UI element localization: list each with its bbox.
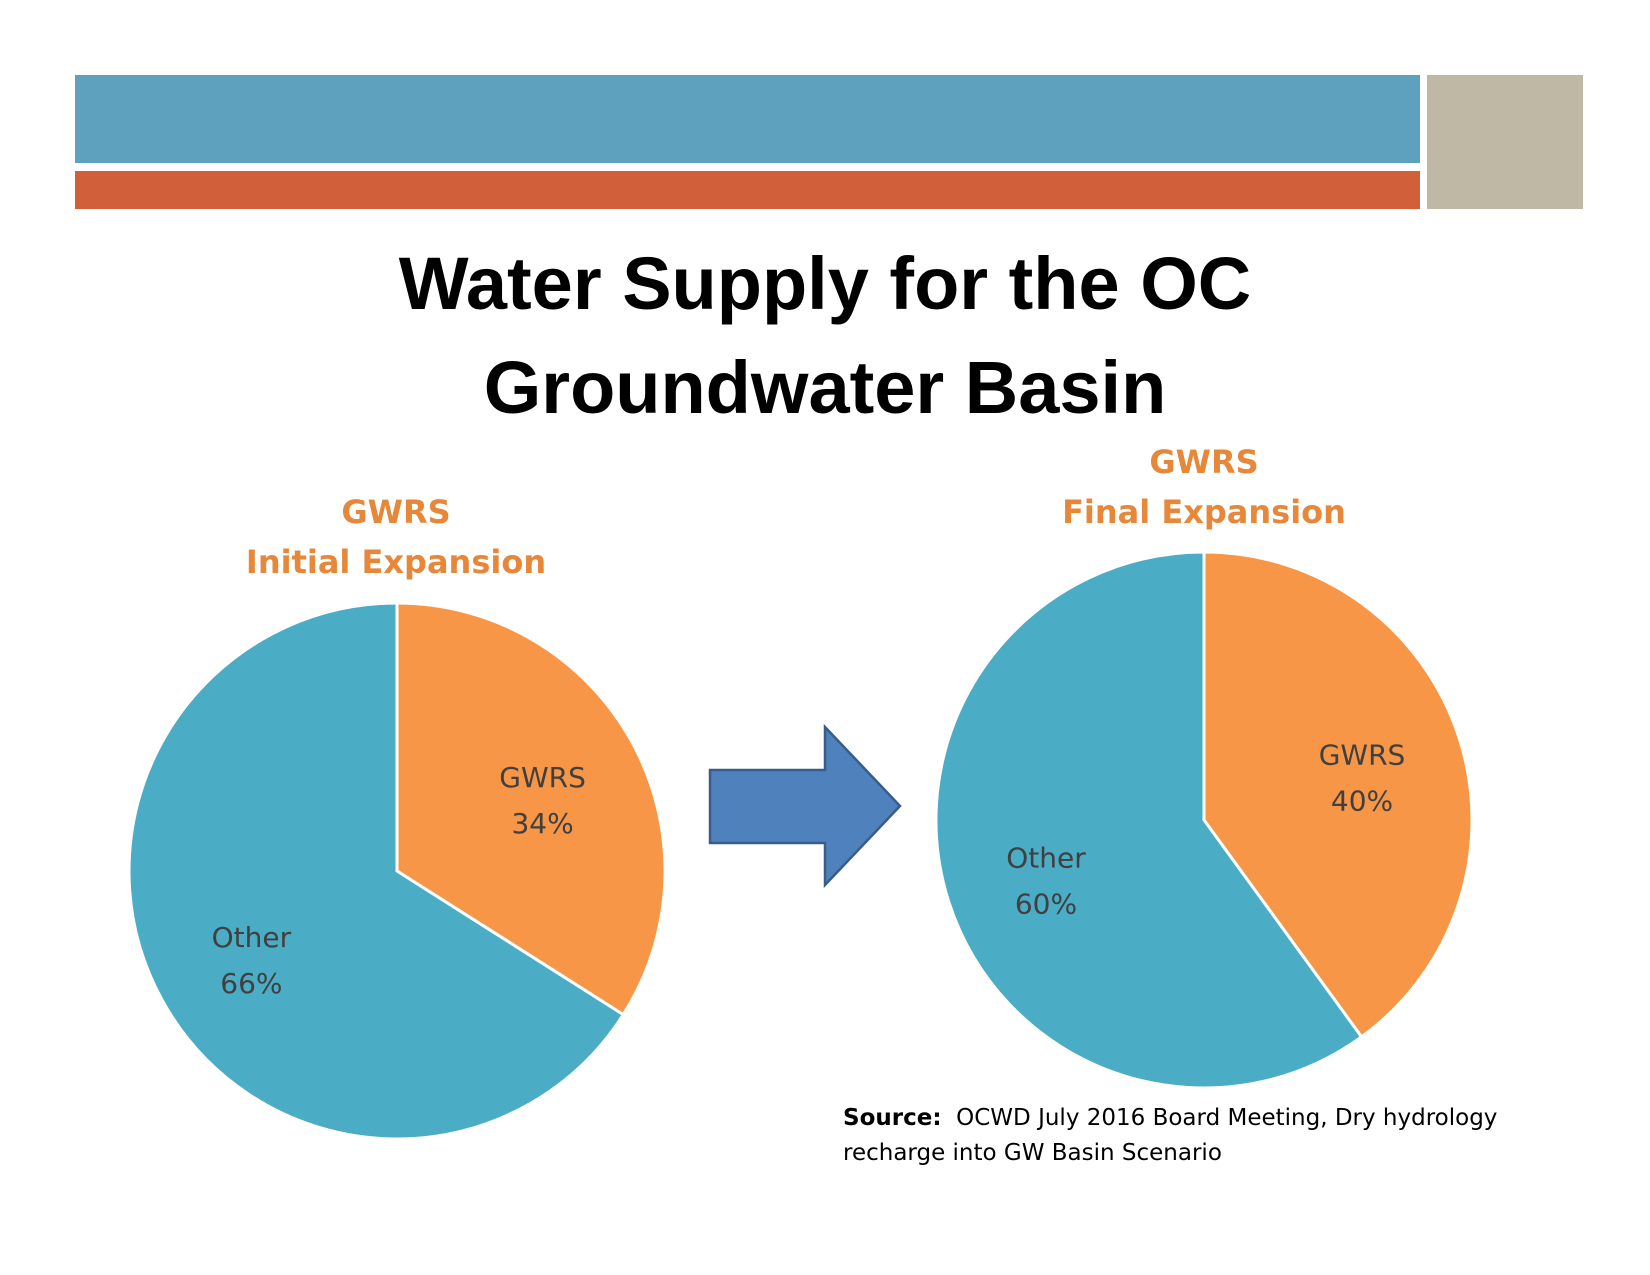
source-label: Source:: [843, 1105, 942, 1131]
chart-title-initial-line2: Initial Expansion: [245, 543, 547, 581]
pie-slice-label: Other: [212, 921, 292, 954]
pie-slice-other: [934, 550, 1364, 1090]
pie-slice-value-label: 66%: [220, 967, 282, 1000]
page-title-line2: Groundwater Basin: [483, 346, 1167, 429]
pie-chart-final: GWRS 40% Other 60%: [934, 550, 1474, 1090]
page-title-line1: Water Supply for the OC: [398, 242, 1252, 325]
pie-slice-value-label: 60%: [1015, 887, 1077, 920]
pie-slice-value-label: 34%: [511, 807, 573, 840]
header-band-blue: [75, 75, 1420, 163]
source-note: Source: OCWD July 2016 Board Meeting, Dr…: [843, 1101, 1543, 1171]
header-block-tan: [1427, 75, 1583, 209]
chart-title-final: GWRS Final Expansion: [984, 437, 1424, 537]
pie-slice-value-label: 40%: [1331, 785, 1393, 818]
page-title: Water Supply for the OC Groundwater Basi…: [0, 232, 1650, 440]
pie-slice-label: Other: [1006, 841, 1086, 874]
pie-slice-label: GWRS: [1319, 739, 1406, 772]
chart-title-initial: GWRS Initial Expansion: [176, 487, 616, 587]
chart-title-final-line1: GWRS: [1149, 443, 1259, 481]
chart-title-initial-line1: GWRS: [341, 493, 451, 531]
pie-slice-gwrs: [395, 601, 667, 1017]
source-text-line2: recharge into GW Basin Scenario: [843, 1140, 1222, 1166]
pie-slice-gwrs: [1202, 550, 1474, 1039]
pie-slice-label: GWRS: [499, 761, 586, 794]
pie-chart-initial: GWRS 34% Other 66%: [127, 601, 667, 1141]
source-text: OCWD July 2016 Board Meeting, Dry hydrol…: [956, 1105, 1498, 1131]
header-band-orange: [75, 171, 1420, 209]
pie-slice-other: [127, 601, 626, 1141]
right-arrow-icon: [708, 723, 902, 889]
chart-title-final-line2: Final Expansion: [1062, 493, 1346, 531]
